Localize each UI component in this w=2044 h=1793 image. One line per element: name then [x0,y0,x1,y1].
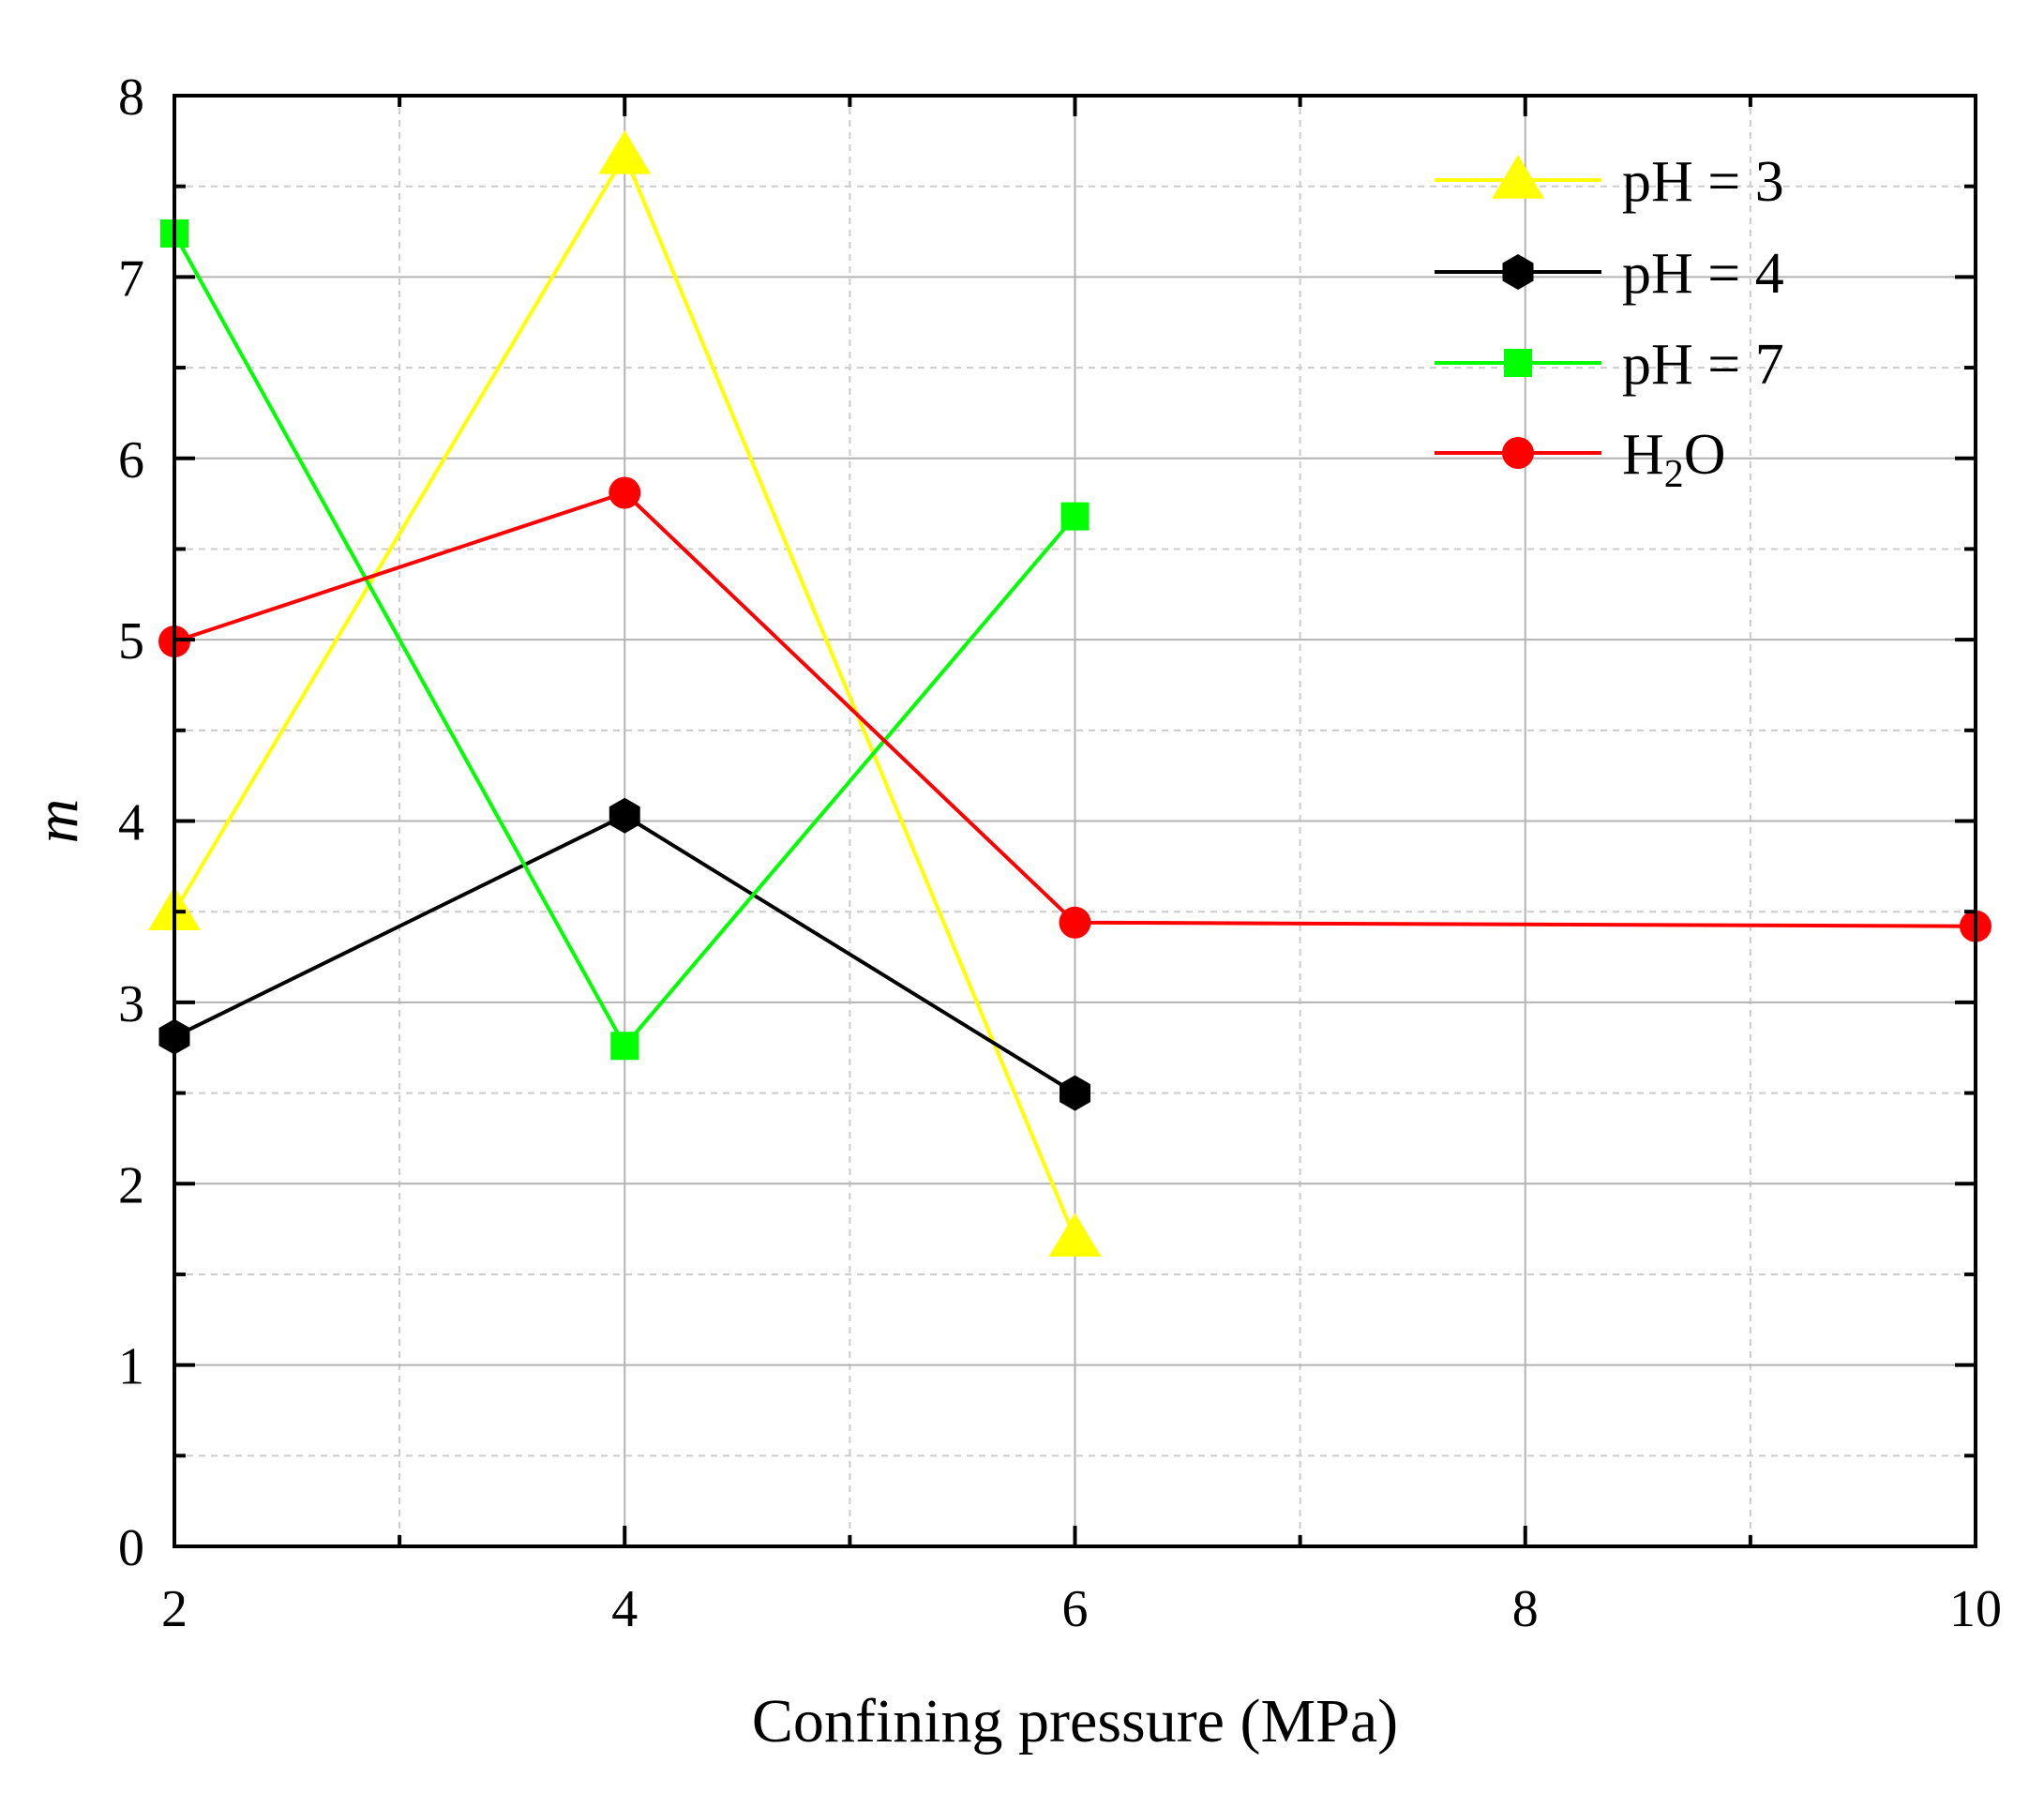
x-tick-label: 10 [1949,1580,2002,1638]
y-tick-label: 3 [118,975,144,1033]
data-point-3-2 [1059,906,1091,939]
y-tick-label: 8 [118,68,144,127]
data-point-2-2 [1060,502,1090,531]
legend-marker-2 [1504,349,1532,377]
y-tick-label: 7 [118,249,144,308]
data-point-0-1 [598,129,652,174]
series-markers [147,129,1991,1258]
legend-label-1: pH = 4 [1622,242,1784,306]
legend-marker-1 [1502,254,1534,290]
legend-label-2: pH = 7 [1622,333,1784,397]
y-tick-label: 5 [118,612,144,670]
y-tick-label: 2 [118,1156,144,1214]
series-line-3 [173,490,1976,928]
legend-marker-0 [1491,155,1545,199]
legend-marker-3 [1502,437,1534,469]
data-point-0-2 [1048,1213,1102,1258]
x-tick-label: 2 [161,1580,188,1638]
legend-label-text: H [1622,423,1664,487]
y-axis-title: m [23,799,91,844]
legend-label-0: pH = 3 [1622,150,1784,214]
tick-labels: 2 4 6 8 10 0 1 2 3 4 5 6 7 8 [118,68,2002,1638]
axis-ticks [173,94,1977,1548]
data-point-3-1 [609,476,641,509]
y-tick-label: 0 [118,1519,144,1577]
y-tick-label: 4 [118,794,144,852]
x-tick-label: 6 [1062,1580,1089,1638]
grid [174,96,1976,1546]
legend-label-3: H2O [1622,423,1726,496]
legend-label-text: pH = 4 [1622,242,1784,306]
data-point-2-1 [610,1032,639,1061]
legend-label-suffix: O [1684,423,1726,487]
data-point-1-2 [1060,1075,1090,1111]
data-point-1-1 [609,797,640,834]
x-tick-label: 4 [611,1580,638,1638]
x-axis-title: Confining pressure (MPa) [752,1687,1398,1755]
legend: pH = 3 pH = 4 pH = 7 H2O [1435,150,1784,496]
legend-label-text: pH = 7 [1622,333,1784,397]
x-tick-label: 8 [1512,1580,1539,1638]
y-tick-label: 1 [118,1338,144,1396]
legend-label-text: pH = 3 [1622,150,1784,214]
legend-label-subscript: 2 [1664,453,1684,496]
y-tick-label: 6 [118,431,144,490]
